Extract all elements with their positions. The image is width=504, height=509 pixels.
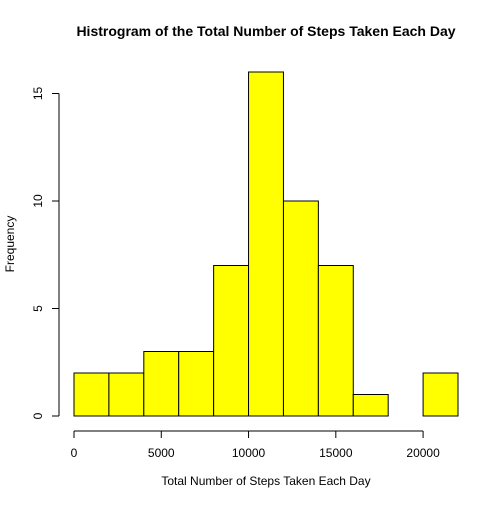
y-axis-title: Frequency xyxy=(3,216,17,273)
histogram-bar xyxy=(108,372,145,417)
histogram-bar xyxy=(248,71,284,417)
x-tick-label: 0 xyxy=(71,446,78,460)
x-tick-label: 5000 xyxy=(148,446,175,460)
x-tick-label: 20000 xyxy=(406,446,440,460)
y-tick-label: 0 xyxy=(31,412,45,419)
x-axis: 0 5000 10000 15000 20000 xyxy=(71,430,440,460)
y-tick-label: 15 xyxy=(31,87,45,101)
histogram-bar xyxy=(213,265,250,417)
x-axis-title: Total Number of Steps Taken Each Day xyxy=(161,474,370,488)
y-tick-label: 5 xyxy=(31,305,45,312)
histogram-bar xyxy=(178,351,215,417)
histogram-bar xyxy=(422,372,459,417)
histogram-bar xyxy=(73,372,110,417)
x-tick-label: 15000 xyxy=(319,446,353,460)
y-tick-label: 10 xyxy=(31,194,45,208)
x-tick-label: 10000 xyxy=(232,446,266,460)
chart-title: Histrogram of the Total Number of Steps … xyxy=(76,23,455,39)
histogram-bar xyxy=(317,265,354,417)
histogram-bar xyxy=(143,351,180,417)
y-axis: 0 5 10 15 xyxy=(31,87,60,419)
histogram-bar xyxy=(352,394,389,417)
histogram-bar xyxy=(282,200,319,417)
bars xyxy=(73,71,459,417)
